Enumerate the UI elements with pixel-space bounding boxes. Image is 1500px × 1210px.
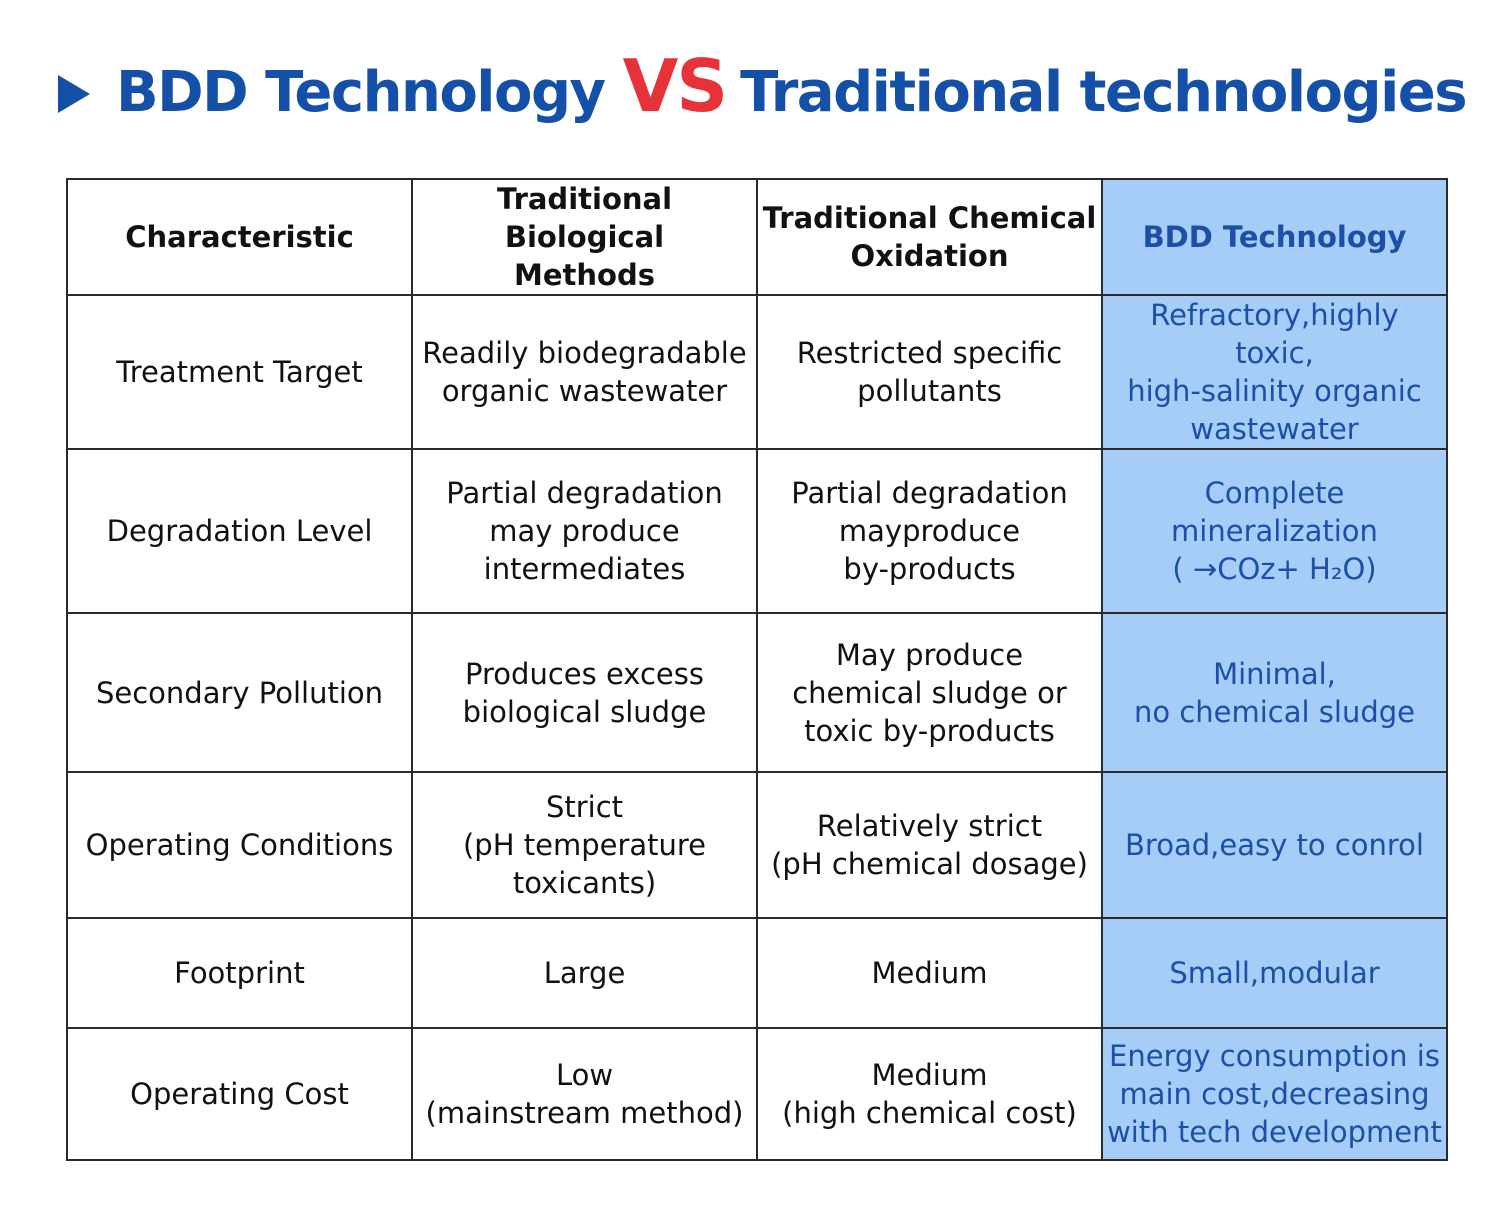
cell-characteristic: Operating Cost — [66, 1027, 413, 1161]
cell-biological: Strict (pH temperature toxicants) — [411, 771, 758, 919]
table-row: Operating Cost Low (mainstream method) M… — [66, 1027, 1448, 1161]
cell-bdd: Complete mineralization ( →COz+ H₂O) — [1101, 448, 1448, 614]
table-row: Operating Conditions Strict (pH temperat… — [66, 771, 1448, 919]
cell-chemical: Medium (high chemical cost) — [756, 1027, 1103, 1161]
cell-bdd: Broad,easy to conrol — [1101, 771, 1448, 919]
cell-chemical: Partial degradation mayproduce by-produc… — [756, 448, 1103, 614]
page-title: BDD Technology VS Traditional technologi… — [58, 44, 1468, 140]
cell-bdd: Minimal, no chemical sludge — [1101, 612, 1448, 773]
cell-chemical: Restricted specific pollutants — [756, 294, 1103, 450]
cell-chemical: Medium — [756, 917, 1103, 1029]
table-row: Footprint Large Medium Small,modular — [66, 917, 1448, 1029]
cell-biological: Large — [411, 917, 758, 1029]
cell-biological: Readily biodegradable organic wastewater — [411, 294, 758, 450]
title-vs: VS — [622, 44, 729, 128]
cell-characteristic: Operating Conditions — [66, 771, 413, 919]
header-biological: Traditional Biological Methods — [411, 178, 758, 296]
cell-chemical: May produce chemical sludge or toxic by-… — [756, 612, 1103, 773]
cell-bdd: Small,modular — [1101, 917, 1448, 1029]
table-header-row: Characteristic Traditional Biological Me… — [66, 178, 1448, 296]
cell-biological: Low (mainstream method) — [411, 1027, 758, 1161]
play-triangle-icon — [58, 75, 90, 113]
header-chemical: Traditional Chemical Oxidation — [756, 178, 1103, 296]
cell-chemical: Relatively strict (pH chemical dosage) — [756, 771, 1103, 919]
title-bdd-technology: BDD Technology — [116, 59, 606, 125]
table-row: Secondary Pollution Produces excess biol… — [66, 612, 1448, 773]
cell-characteristic: Secondary Pollution — [66, 612, 413, 773]
title-traditional-technologies: Traditional technologies — [740, 59, 1467, 125]
table-row: Degradation Level Partial degradation ma… — [66, 448, 1448, 614]
cell-biological: Produces excess biological sludge — [411, 612, 758, 773]
cell-biological: Partial degradation may produce intermed… — [411, 448, 758, 614]
header-bdd: BDD Technology — [1101, 178, 1448, 296]
table-row: Treatment Target Readily biodegradable o… — [66, 294, 1448, 450]
cell-characteristic: Footprint — [66, 917, 413, 1029]
cell-characteristic: Degradation Level — [66, 448, 413, 614]
cell-bdd: Refractory,highly toxic, high-salinity o… — [1101, 294, 1448, 450]
cell-characteristic: Treatment Target — [66, 294, 413, 450]
header-characteristic: Characteristic — [66, 178, 413, 296]
comparison-table: Characteristic Traditional Biological Me… — [66, 178, 1448, 1161]
cell-bdd: Energy consumption is main cost,decreasi… — [1101, 1027, 1448, 1161]
